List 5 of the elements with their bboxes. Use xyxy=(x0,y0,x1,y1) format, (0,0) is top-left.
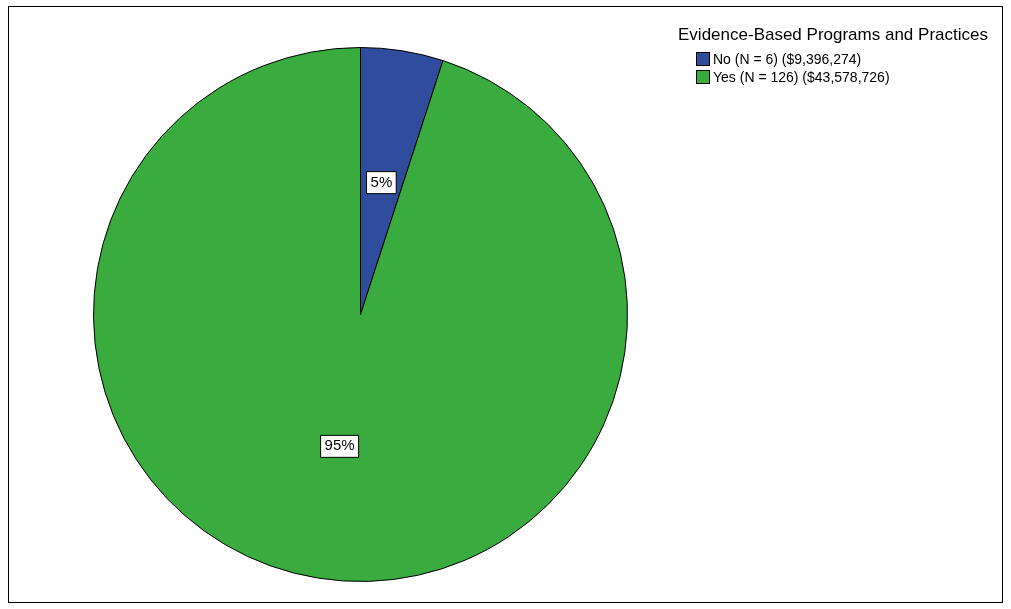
legend-label: No (N = 6) ($9,396,274) xyxy=(713,50,862,68)
data-label: 5% xyxy=(370,172,393,190)
legend-title: Evidence-Based Programs and Practices xyxy=(678,25,988,44)
legend-label: Yes (N = 126) ($43,578,726) xyxy=(713,68,890,86)
data-label: 95% xyxy=(324,436,355,454)
